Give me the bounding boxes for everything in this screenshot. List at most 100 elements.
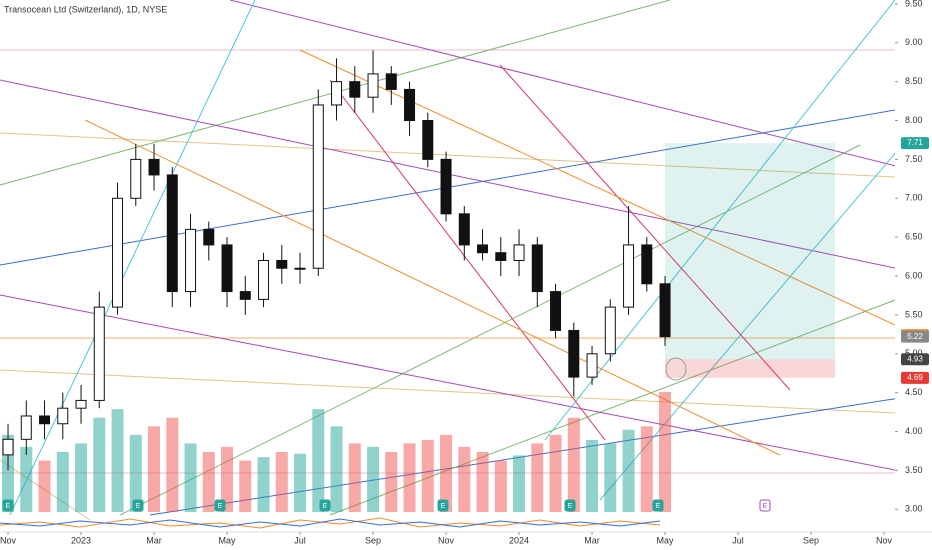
volume-bar [458,446,471,512]
x-tick-label: Sep [365,535,381,545]
candle-body [404,88,416,122]
volume-bar [440,434,453,512]
earnings-label: E [441,503,446,510]
annotation-circle [665,357,687,381]
target-zone [665,143,835,360]
volume-bar [586,440,599,512]
candle-body [586,353,598,378]
price-label: 4.93 [907,354,923,363]
candle-body [659,283,671,338]
volume-bar [184,443,197,512]
x-tick-label: Jul [732,535,744,545]
volume-bar [494,460,507,512]
y-tick-label: 4.00 [905,426,923,436]
volume-bar [312,409,325,512]
earnings-marker [319,499,331,512]
y-tick-label: 3.00 [905,504,923,514]
stop-zone [665,359,835,378]
y-tick-label: 4.50 [905,387,923,397]
y-tick-label: 7.00 [905,193,923,203]
volume-bar [403,443,416,512]
x-tick-label: 2023 [71,535,91,545]
earnings-label: E [136,503,141,510]
candle-body [148,158,160,176]
earnings-marker [437,499,449,512]
candle-body [203,228,215,246]
candle-body [367,73,379,98]
y-tick-label: 8.50 [905,76,923,86]
series-layer [2,50,835,512]
y-axis-panel [895,0,932,550]
candle-body [20,415,32,440]
volume-bar [513,455,526,512]
earnings-label: E [763,503,768,510]
volume-bar [367,446,380,512]
x-tick-label: Mar [584,535,600,545]
price-label-bg [901,371,929,384]
volume-bar [111,409,124,512]
candle-body [477,244,489,254]
volume-bar [348,443,361,512]
price-label: 5.22 [907,332,923,341]
candle-body [331,81,343,106]
volume-bar [421,440,434,512]
candle-body [2,438,14,456]
candle-body [166,174,178,293]
volume-bar [202,452,215,512]
indicator [0,518,661,528]
candle-body [57,407,69,425]
volume-bar [93,417,106,512]
price-label-bg [901,330,929,343]
volume-bar [221,446,234,512]
volume-bar [549,434,562,512]
candle-body [349,81,361,98]
earnings-marker [2,499,14,512]
volume-bar [659,392,672,512]
volume-bar [622,429,635,512]
volume-bar [257,457,270,512]
earnings-marker [132,499,144,512]
candle-body [294,267,306,270]
y-tick-label: 9.50 [905,0,923,8]
volume-bar [275,452,288,512]
volume-bar [330,426,343,512]
chart-title: Transocean Ltd (Switzerland), 1D, NYSE [4,4,167,14]
candle-body [513,244,525,261]
candle-body [422,120,434,160]
volume-bar [294,453,307,512]
candle-body [185,228,197,293]
price-label-bg [901,353,929,366]
earnings-label: E [218,503,223,510]
volume-bar [604,443,617,512]
x-tick-label: May [219,535,237,545]
candle-body [258,259,270,300]
y-tick-label: 8.00 [905,115,923,125]
earnings-label: E [6,503,11,510]
y-tick-label: 6.00 [905,270,923,280]
volume-bar [38,460,51,512]
volume-bar [531,443,544,512]
candle-body [531,244,543,293]
volume-bar [129,434,142,512]
x-tick-label: Jul [294,535,306,545]
earnings-marker [214,499,226,512]
earnings-marker [652,499,664,512]
volume-bar [166,417,179,512]
candle-body [75,399,87,409]
candle-body [239,291,251,300]
candle-body [312,104,324,269]
candle-body [39,415,51,425]
volume-bar [385,452,398,512]
y-tick-label: 9.00 [905,37,923,47]
price-label: 7.71 [907,138,923,147]
candle-body [440,158,452,215]
price-label: 4.69 [907,373,923,382]
volume-bar [567,417,580,512]
x-tick-label: Nov [0,535,17,545]
candle-body [568,329,580,378]
volume-bar [75,443,88,512]
volume-bar [20,446,33,512]
x-tick-label: Nov [438,535,455,545]
candle-body [276,259,288,269]
